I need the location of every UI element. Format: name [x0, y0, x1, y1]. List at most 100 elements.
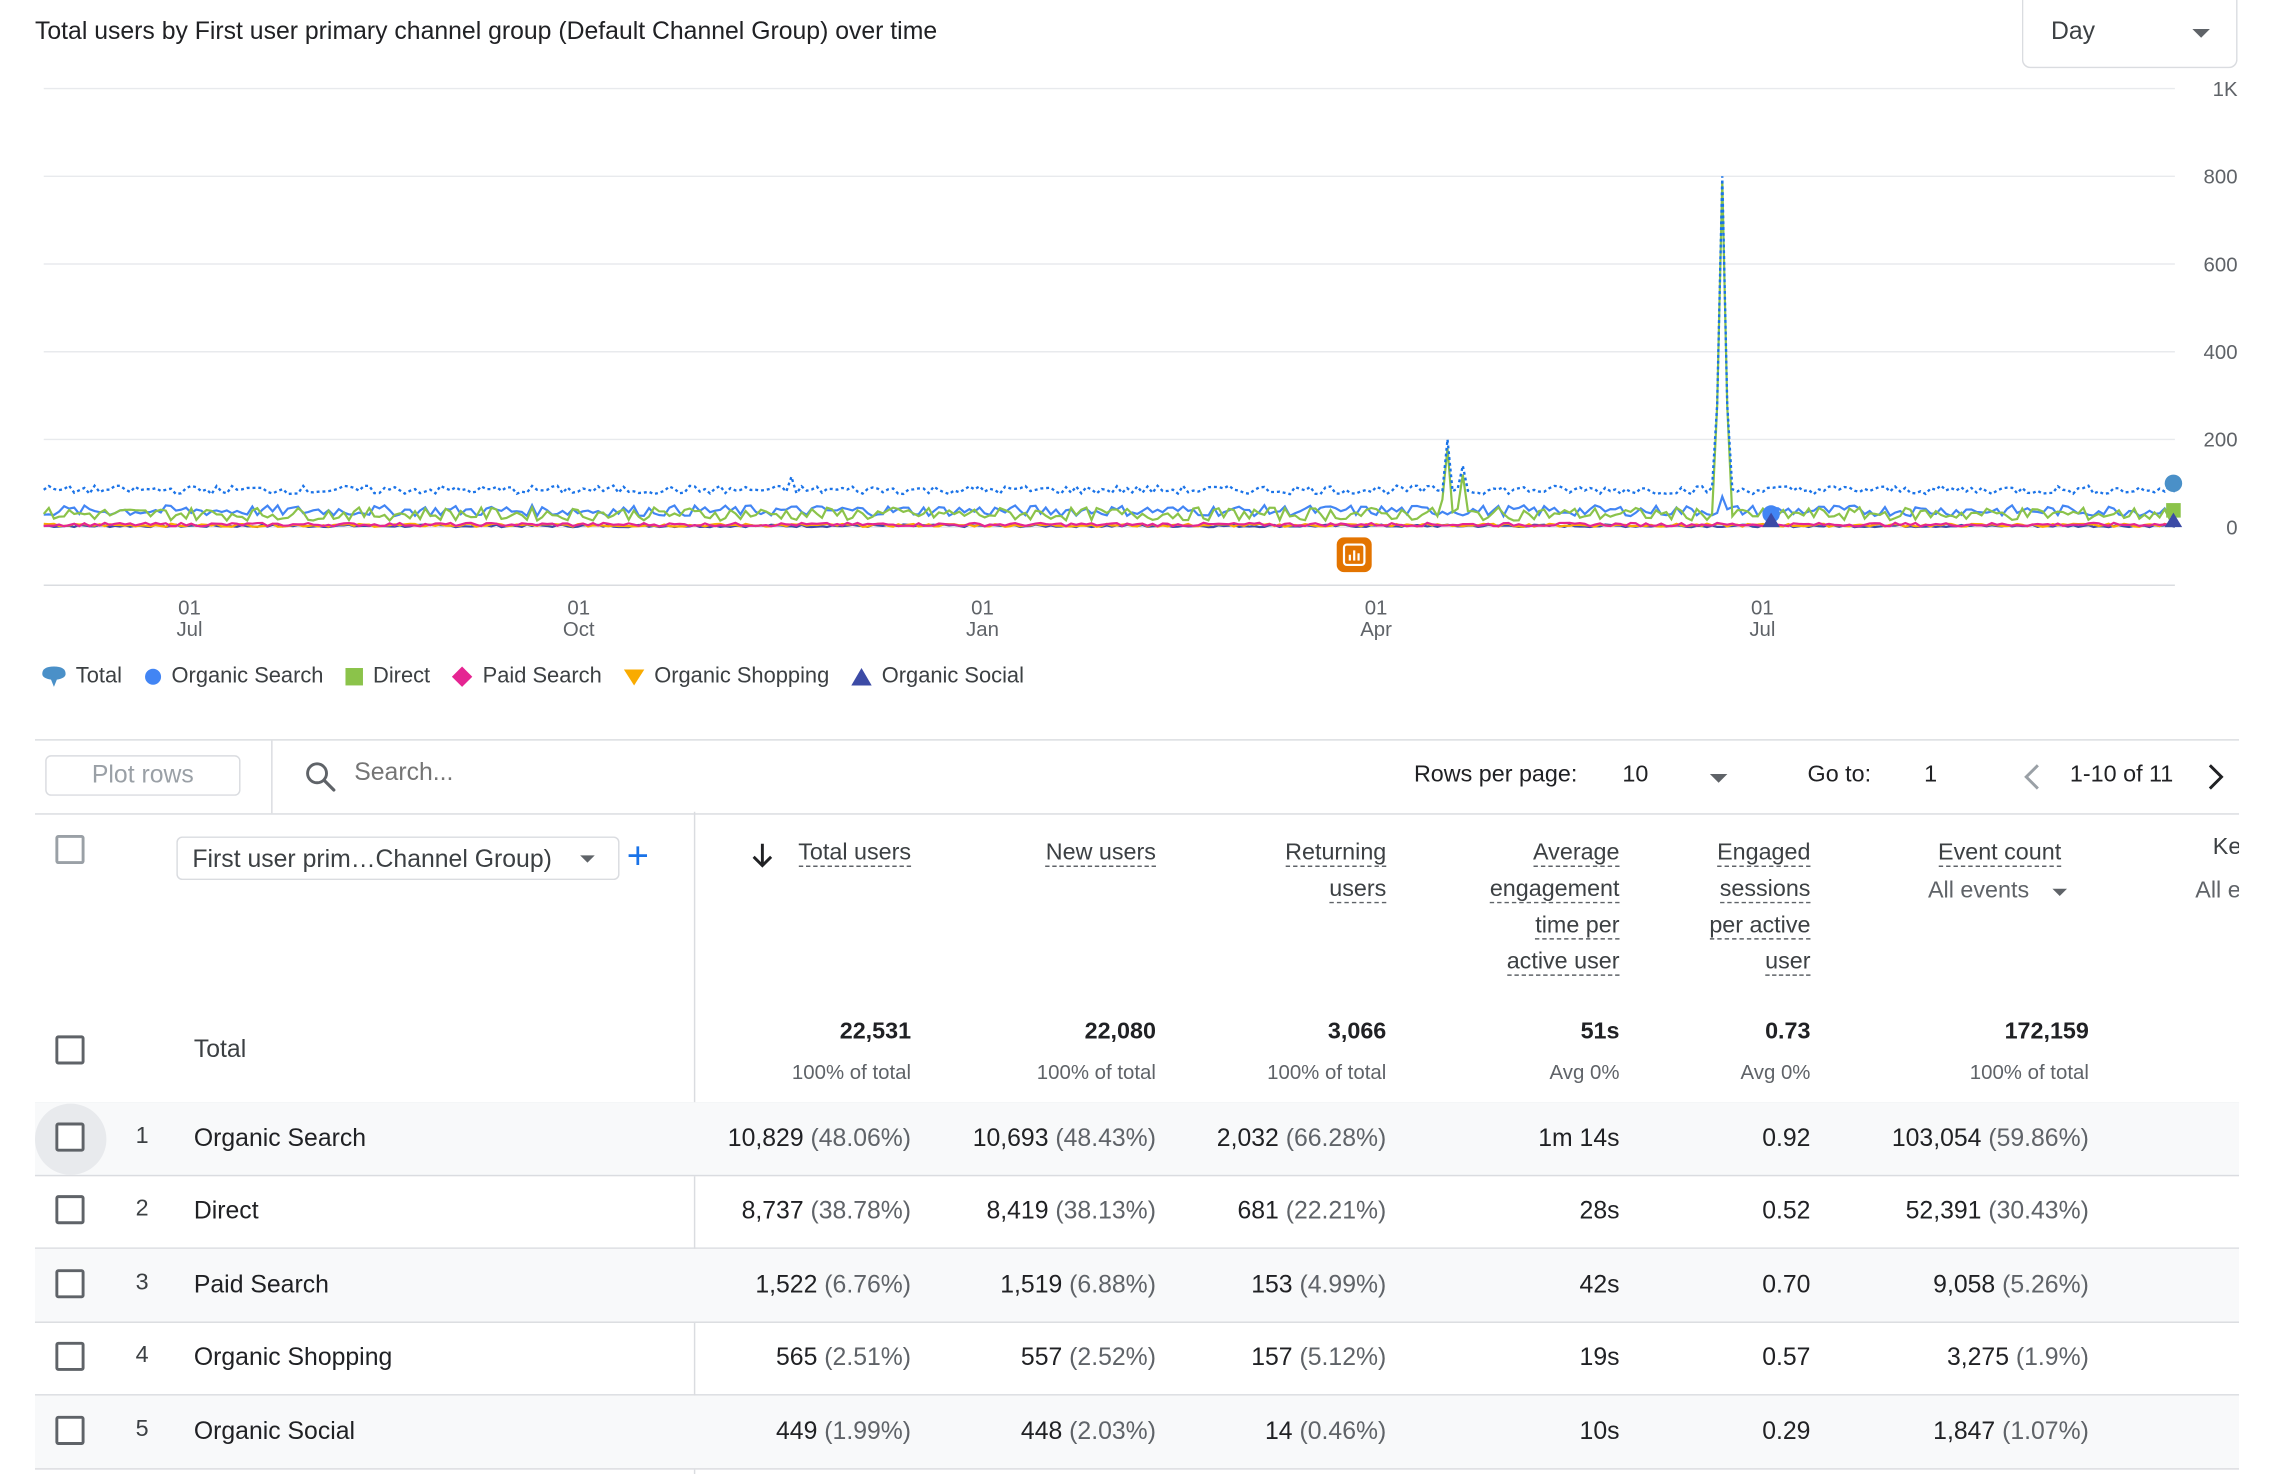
- legend-item[interactable]: Organic Social: [850, 664, 1024, 688]
- x-tick-month: Jul: [1749, 619, 1775, 641]
- y-tick-label: 1K: [2213, 79, 2238, 101]
- row-channel-name[interactable]: Organic Shopping: [193, 1343, 393, 1372]
- header-key-events-partial[interactable]: Ke: [2212, 835, 2240, 860]
- hover-social-marker: [1762, 512, 1780, 528]
- period-select-label: Day: [2050, 17, 2096, 46]
- plot-rows-button[interactable]: Plot rows: [45, 755, 241, 796]
- chevron-right-icon[interactable]: [2204, 761, 2227, 793]
- totals-events-sub: 100% of total: [1969, 1060, 2089, 1084]
- row-channel-name[interactable]: Organic Social: [193, 1416, 356, 1445]
- rows-per-page-select[interactable]: 10: [1622, 762, 1649, 788]
- header-event-count[interactable]: Event count: [1938, 840, 2062, 867]
- legend-item[interactable]: Paid Search: [451, 664, 602, 688]
- cell-new-users: 448 (2.03%): [1020, 1416, 1156, 1445]
- search-icon: [306, 762, 336, 792]
- cell-events: 1,847 (1.07%): [1933, 1416, 2089, 1445]
- sort-descending-icon[interactable]: [749, 841, 775, 870]
- cell-events: 52,391 (30.43%): [1905, 1197, 2089, 1225]
- chevron-down-icon[interactable]: [1709, 774, 1728, 783]
- table-row[interactable]: 1 Organic Search 10,829 (48.06%) 10,693 (48…: [34, 1102, 2240, 1177]
- row-rank: 1: [135, 1124, 149, 1149]
- row-checkbox[interactable]: [55, 1342, 85, 1372]
- cell-new-users: 10,693 (48.43%): [972, 1124, 1156, 1152]
- y-tick-label: 200: [2204, 430, 2238, 452]
- legend-item[interactable]: Total: [41, 663, 122, 689]
- header-new-users[interactable]: New users: [1045, 840, 1156, 867]
- header-total-users[interactable]: Total users: [798, 840, 912, 867]
- cell-new-users: 1,519 (6.88%): [1000, 1270, 1156, 1298]
- totals-events: 172,159: [2004, 1019, 2089, 1045]
- cell-events: 103,054 (59.86%): [1891, 1124, 2089, 1152]
- header-avg-engagement-time[interactable]: Average engagement time per active user: [1489, 840, 1620, 976]
- row-checkbox[interactable]: [55, 1122, 85, 1152]
- square-icon: [345, 667, 363, 685]
- divider: [271, 740, 273, 814]
- add-dimension-icon[interactable]: +: [626, 833, 649, 878]
- cell-returning: 14 (0.46%): [1265, 1416, 1387, 1445]
- chevron-down-icon: [580, 855, 595, 863]
- totals-row: [34, 999, 2240, 1104]
- series-line-paid-search: [43, 521, 2176, 528]
- page-range: 1-10 of 11: [2069, 762, 2174, 788]
- search-input[interactable]: [354, 758, 792, 788]
- cell-avg-time: 19s: [1579, 1343, 1620, 1372]
- totals-total-users: 22,531: [839, 1019, 912, 1045]
- period-select[interactable]: Day: [2021, 0, 2238, 69]
- row-channel-name[interactable]: Paid Search: [193, 1270, 329, 1298]
- key-events-filter-partial[interactable]: All e: [2195, 878, 2240, 904]
- row-checkbox[interactable]: [55, 1268, 85, 1298]
- cell-events: 3,275 (1.9%): [1946, 1343, 2089, 1372]
- chevron-down-icon[interactable]: [2052, 888, 2068, 897]
- totals-engaged: 0.73: [1765, 1019, 1811, 1045]
- go-to-input[interactable]: 1: [1924, 762, 1938, 788]
- totals-total-users-sub: 100% of total: [791, 1060, 912, 1084]
- totals-label: Total: [193, 1035, 247, 1064]
- legend-item[interactable]: Organic Search: [142, 664, 323, 688]
- table-row[interactable]: 2 Direct 8,737 (38.78%) 8,419 (38.13%) 681 (…: [34, 1175, 2240, 1250]
- totals-new-users-sub: 100% of total: [1036, 1060, 1156, 1084]
- totals-engaged-sub: Avg 0%: [1740, 1060, 1811, 1084]
- totals-checkbox[interactable]: [55, 1035, 85, 1065]
- x-tick-day: 01: [1751, 597, 1774, 619]
- row-rank: 4: [135, 1343, 149, 1369]
- cell-new-users: 557 (2.52%): [1020, 1343, 1156, 1372]
- chevron-left-icon[interactable]: [2020, 761, 2043, 793]
- event-filter-select[interactable]: All events: [1927, 878, 2030, 904]
- row-checkbox[interactable]: [55, 1195, 85, 1225]
- go-to-label: Go to:: [1807, 762, 1872, 788]
- totals-avg-time: 51s: [1580, 1019, 1620, 1045]
- cell-returning: 2,032 (66.28%): [1216, 1124, 1387, 1152]
- y-tick-label: 400: [2204, 342, 2238, 364]
- row-rank: 3: [135, 1270, 149, 1296]
- legend-item[interactable]: Direct: [344, 664, 430, 688]
- header-engaged-sessions[interactable]: Engaged sessions per active user: [1709, 840, 1811, 976]
- cell-engaged: 0.57: [1762, 1343, 1811, 1372]
- table-row[interactable]: 3 Paid Search 1,522 (6.76%) 1,519 (6.88%) 15…: [34, 1248, 2240, 1323]
- header-returning-users[interactable]: Returning users: [1285, 840, 1387, 904]
- cell-events: 9,058 (5.26%): [1933, 1270, 2089, 1298]
- x-tick-month: Jul: [176, 619, 202, 641]
- select-all-checkbox[interactable]: [55, 835, 85, 865]
- cell-engaged: 0.52: [1762, 1197, 1811, 1225]
- social-end-marker: [2164, 512, 2183, 528]
- triangle-down-icon: [623, 668, 645, 685]
- circle-icon: [144, 668, 161, 684]
- cell-total-users: 1,522 (6.76%): [755, 1270, 912, 1298]
- cell-total-users: 449 (1.99%): [776, 1416, 912, 1445]
- dimension-select[interactable]: First user prim…Channel Group): [176, 836, 620, 881]
- cell-total-users: 565 (2.51%): [776, 1343, 912, 1372]
- row-checkbox[interactable]: [55, 1415, 85, 1445]
- row-channel-name[interactable]: Direct: [193, 1197, 259, 1225]
- table-row[interactable]: 4 Organic Shopping 565 (2.51%) 557 (2.52%) 1…: [34, 1322, 2240, 1396]
- legend-item[interactable]: Organic Shopping: [622, 664, 829, 688]
- x-tick-day: 01: [178, 597, 201, 619]
- table-row[interactable]: 5 Organic Social 449 (1.99%) 448 (2.03%) 14 …: [34, 1394, 2240, 1470]
- series-line-organic-search: [43, 493, 2176, 519]
- cell-engaged: 0.70: [1762, 1270, 1811, 1298]
- row-rank: 2: [135, 1197, 149, 1222]
- legend-label: Total: [75, 663, 122, 689]
- chart-title: Total users by First user primary channe…: [34, 17, 938, 46]
- cell-avg-time: 10s: [1579, 1416, 1620, 1445]
- row-channel-name[interactable]: Organic Search: [193, 1124, 367, 1152]
